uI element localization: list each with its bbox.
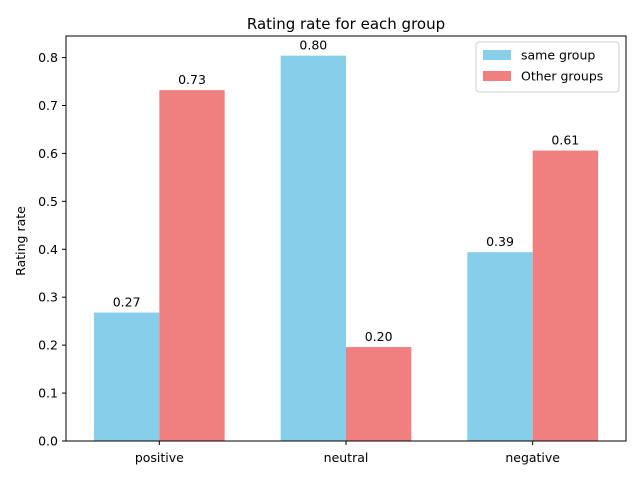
- bar-positive-other-groups: [159, 90, 225, 441]
- legend-swatch-same-group: [483, 50, 511, 60]
- x-tick-label-neutral: neutral: [324, 450, 369, 465]
- legend-label-other-groups: Other groups: [521, 69, 603, 84]
- data-label-neutral-same-group: 0.80: [299, 38, 327, 53]
- legend-label-same-group: same group: [521, 48, 595, 63]
- axes-frame: [65, 35, 627, 442]
- bar-negative-other-groups: [532, 150, 598, 441]
- legend-box: [475, 41, 620, 93]
- bar-neutral-other-groups: [346, 347, 412, 441]
- legend-swatch-other-groups: [483, 71, 511, 81]
- x-tick-label-positive: positive: [135, 450, 184, 465]
- y-axis-title: Rating rate: [13, 206, 28, 276]
- y-tick-label: 0.1: [38, 386, 58, 401]
- y-tick-label: 0.3: [38, 290, 58, 305]
- y-tick-label: 0.0: [38, 434, 58, 449]
- bar-negative-same-group: [467, 252, 533, 441]
- data-label-negative-other-groups: 0.61: [551, 133, 579, 148]
- y-tick-label: 0.6: [38, 146, 58, 161]
- bar-positive-same-group: [94, 312, 160, 441]
- data-label-positive-other-groups: 0.73: [178, 72, 206, 87]
- y-tick-label: 0.5: [38, 194, 58, 209]
- data-label-positive-same-group: 0.27: [113, 295, 141, 310]
- data-label-neutral-other-groups: 0.20: [365, 329, 393, 344]
- data-label-negative-same-group: 0.39: [486, 234, 514, 249]
- y-tick-label: 0.4: [38, 242, 58, 257]
- legend: same group Other groups: [475, 41, 620, 93]
- y-tick-label: 0.2: [38, 338, 58, 353]
- y-tick-label: 0.8: [38, 50, 58, 65]
- y-tick-label: 0.7: [38, 98, 58, 113]
- bar-neutral-same-group: [280, 55, 346, 442]
- chart-title: Rating rate for each group: [247, 15, 445, 33]
- x-tick-label-negative: negative: [505, 450, 560, 465]
- plot-area: 0.27 0.73 positive 0.80 0.20 neutral 0.39 0.61 n…: [38, 35, 627, 465]
